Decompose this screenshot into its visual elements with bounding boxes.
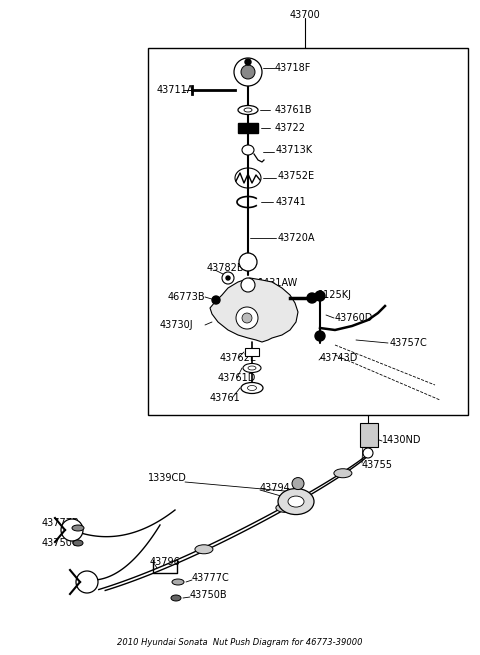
Ellipse shape [242,313,252,323]
Circle shape [363,448,373,458]
Circle shape [222,272,234,284]
Circle shape [315,291,325,301]
Text: 2010 Hyundai Sonata  Nut Push Diagram for 46773-39000: 2010 Hyundai Sonata Nut Push Diagram for… [117,638,363,647]
Text: 43760D: 43760D [335,313,373,323]
Circle shape [292,477,304,489]
Ellipse shape [195,545,213,553]
Bar [238,123,258,133]
Text: 43794: 43794 [260,483,291,493]
Text: 43761: 43761 [210,393,241,403]
Circle shape [241,278,255,292]
Text: 43700: 43700 [289,10,320,20]
Text: 43711A: 43711A [157,85,194,95]
Text: 43718F: 43718F [275,63,312,73]
Ellipse shape [172,579,184,585]
Bar [245,348,259,356]
Ellipse shape [171,595,181,601]
Ellipse shape [334,469,352,477]
Bar [360,423,378,447]
Circle shape [315,331,325,341]
Text: 43750G: 43750G [42,538,80,548]
Ellipse shape [76,571,98,593]
Text: 43750B: 43750B [190,590,228,600]
Ellipse shape [243,364,261,373]
Text: 43777B: 43777B [42,518,80,528]
Circle shape [226,276,230,280]
Circle shape [307,293,317,303]
Text: 1125KJ: 1125KJ [318,290,352,300]
Text: 43762E: 43762E [220,353,257,363]
Bar [148,48,468,415]
Circle shape [234,58,262,86]
Text: 43720A: 43720A [278,233,315,243]
Ellipse shape [244,108,252,112]
Ellipse shape [276,503,294,512]
Ellipse shape [242,145,254,155]
Circle shape [245,59,251,65]
Ellipse shape [73,540,83,546]
Text: 43752E: 43752E [278,171,315,181]
Ellipse shape [61,519,83,541]
Ellipse shape [241,383,263,394]
Text: 43713K: 43713K [276,145,313,155]
Circle shape [241,65,255,79]
Text: 43782B: 43782B [207,263,245,273]
Text: 1431AW: 1431AW [258,278,298,288]
Ellipse shape [278,489,314,515]
Text: 46773B: 46773B [168,292,205,302]
Ellipse shape [248,366,256,370]
Ellipse shape [238,105,258,115]
Text: 43741: 43741 [276,197,307,207]
Text: 1339CD: 1339CD [148,473,187,483]
Ellipse shape [236,307,258,329]
Text: 43761B: 43761B [275,105,312,115]
Text: 43743D: 43743D [320,353,359,363]
Ellipse shape [248,386,256,390]
Text: 43777C: 43777C [192,573,230,583]
Text: 1430ND: 1430ND [382,435,421,445]
Polygon shape [210,278,298,342]
Text: 43761D: 43761D [218,373,256,383]
Text: 43796: 43796 [150,557,181,567]
Text: 43730J: 43730J [160,320,193,330]
Ellipse shape [288,496,304,507]
Text: 43722: 43722 [275,123,306,133]
Circle shape [239,253,257,271]
Text: 43755: 43755 [362,460,393,470]
Circle shape [212,296,220,304]
Text: 43757C: 43757C [390,338,428,348]
Ellipse shape [72,525,84,531]
